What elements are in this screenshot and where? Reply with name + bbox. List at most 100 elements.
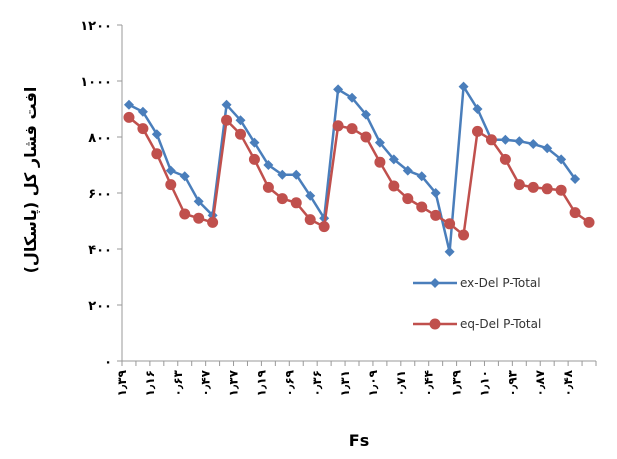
- data-point: [374, 137, 385, 148]
- data-point: [137, 123, 149, 135]
- data-point: [388, 180, 400, 192]
- data-point: [165, 179, 177, 191]
- data-point: [137, 106, 148, 117]
- x-tick-label: ۰٫۳۶: [310, 370, 324, 396]
- legend: ex-Del P-Total eq-Del P-Total: [413, 276, 541, 331]
- x-tick-label: ۰٫۶۳: [171, 369, 185, 396]
- data-point: [513, 179, 525, 191]
- x-axis-title: Fs: [349, 431, 369, 450]
- data-point: [527, 181, 539, 193]
- data-point: [318, 221, 330, 233]
- x-tick-label: ۱٫۱۶: [143, 370, 157, 396]
- series-eq: [123, 111, 595, 241]
- data-point: [221, 99, 232, 110]
- data-point: [207, 216, 219, 228]
- data-point: [332, 120, 344, 132]
- data-point: [333, 84, 344, 95]
- data-point: [248, 153, 260, 165]
- data-point: [151, 129, 162, 140]
- data-point: [179, 208, 191, 220]
- legend-marker: [429, 318, 441, 330]
- x-tick-label: ۰٫۹۳: [505, 369, 519, 396]
- series-line: [128, 116, 590, 238]
- data-point: [165, 165, 176, 176]
- y-tick-label: ۱۰۰۰: [80, 75, 112, 90]
- data-point: [583, 216, 595, 228]
- data-point: [542, 143, 553, 154]
- data-point: [485, 134, 497, 146]
- x-tick-label: ۱٫۳۷: [227, 369, 241, 396]
- data-point: [151, 148, 163, 160]
- legend-marker: [430, 278, 440, 288]
- data-point: [290, 197, 302, 209]
- y-tick-label: ۰: [104, 355, 112, 370]
- x-tick-label: ۰٫۴۴: [422, 370, 436, 396]
- data-point: [305, 190, 316, 201]
- x-tick-label: ۰٫۷۱: [394, 370, 408, 396]
- data-point: [416, 201, 428, 213]
- legend-item: ex-Del P-Total: [413, 276, 541, 290]
- data-point: [472, 125, 483, 137]
- x-tick-label: ۰٫۶۹: [282, 369, 296, 396]
- x-tick-label: ۰٫۴۸: [561, 369, 575, 396]
- y-tick-label: ۴۰۰: [88, 243, 112, 258]
- y-tick-label: ۲۰۰: [88, 299, 112, 314]
- data-point: [430, 188, 441, 198]
- data-point: [193, 212, 205, 224]
- data-point: [500, 134, 511, 145]
- y-tick-label: ۶۰۰: [88, 187, 112, 202]
- series-line: [128, 82, 577, 253]
- y-tick-label: ۱۲۰۰: [80, 19, 112, 34]
- data-point: [276, 193, 288, 205]
- data-point: [291, 169, 302, 180]
- data-point: [360, 109, 371, 120]
- data-point: [346, 123, 358, 135]
- legend-item: eq-Del P-Total: [413, 317, 541, 331]
- data-point: [347, 92, 358, 103]
- data-point: [430, 209, 442, 221]
- data-point: [374, 156, 386, 168]
- data-point: [569, 207, 581, 219]
- x-tick-label: ۱٫۰۹: [366, 369, 380, 396]
- data-point: [123, 111, 135, 123]
- x-tick-label: ۱٫۳۹: [115, 369, 129, 396]
- data-point: [360, 131, 372, 143]
- data-point: [193, 196, 204, 207]
- x-tick-label: ۱٫۱۰: [477, 370, 491, 396]
- data-point: [402, 165, 413, 176]
- x-axis-ticks: ۱٫۳۹ ۱٫۱۶ ۰٫۶۳ ۰٫۴۷ ۱٫۳۷ ۱٫۱۹ ۰٫۶۹ ۰٫۳۶ ۱٫۳۱ ۱٫۰۹…: [115, 361, 597, 396]
- data-point: [249, 137, 260, 148]
- data-point: [416, 171, 427, 182]
- series: [123, 81, 595, 257]
- data-point: [570, 174, 581, 184]
- data-point: [262, 181, 274, 193]
- data-point: [458, 229, 470, 241]
- data-point: [388, 154, 399, 165]
- data-point: [263, 160, 274, 170]
- data-point: [458, 81, 469, 92]
- x-tick-label: ۱٫۳۹: [450, 369, 464, 396]
- data-point: [235, 128, 246, 140]
- x-tick-label: ۱٫۳۱: [338, 370, 352, 396]
- data-point: [499, 153, 511, 165]
- y-axis-ticks: ۰ ۲۰۰ ۴۰۰ ۶۰۰ ۸۰۰ ۱۰۰۰ ۱۲۰۰: [80, 19, 122, 370]
- data-point: [123, 99, 134, 110]
- x-tick-label: ۰٫۴۷: [199, 369, 213, 396]
- x-tick-label: ۱٫۱۹: [254, 369, 268, 396]
- data-point: [514, 136, 525, 147]
- data-point: [402, 193, 414, 205]
- data-point: [444, 246, 455, 257]
- data-point: [179, 171, 190, 182]
- data-point: [221, 114, 233, 126]
- x-tick-label: ۰٫۸۷: [533, 369, 547, 396]
- data-point: [556, 154, 567, 165]
- series-ex: [123, 81, 581, 257]
- y-tick-label: ۸۰۰: [88, 131, 112, 146]
- data-point: [528, 139, 539, 149]
- data-point: [444, 218, 456, 230]
- data-point: [555, 184, 567, 196]
- data-point: [277, 169, 288, 180]
- data-point: [541, 183, 553, 195]
